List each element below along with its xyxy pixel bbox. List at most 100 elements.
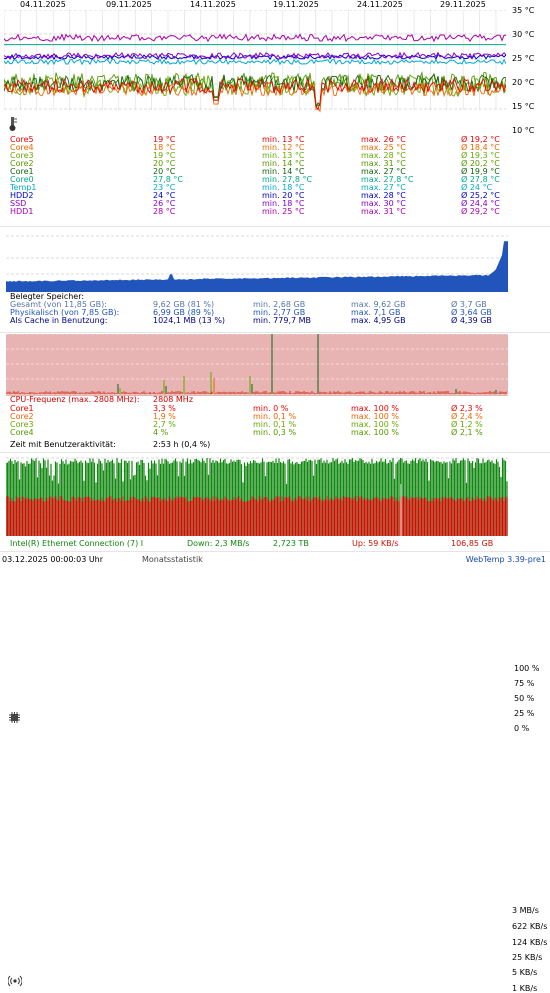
temp-avg: Ø 29,2 °C xyxy=(461,207,500,216)
cpu-row-core3: Core3 2,7 % min. 0,1 % max. 100 % Ø 1,2 % xyxy=(10,421,550,429)
temp-min: min. 20 °C xyxy=(262,191,305,200)
cpu-cur: 2,7 % xyxy=(153,420,176,429)
temp-name: HDD2 xyxy=(10,191,34,200)
cpu-max: max. 100 % xyxy=(351,428,399,437)
memory-table: Belegter Speicher: Gesamt (von 11,85 GB):… xyxy=(0,292,550,332)
temp-row-core1: Core1 20 °C min. 14 °C max. 27 °C Ø 19,9 °C xyxy=(10,168,550,176)
temp-avg: Ø 20,2 °C xyxy=(461,159,500,168)
cpu-name: Core1 xyxy=(10,404,34,413)
footer-mode: Monatsstatistik xyxy=(142,555,203,564)
network-y-label: 124 KB/s xyxy=(512,938,548,947)
temp-min: min. 18 °C xyxy=(262,183,305,192)
temp-cur: 18 °C xyxy=(153,143,176,152)
activity-row: Zeit mit Benutzeraktivität: 2:53 h (0,4 %… xyxy=(10,441,550,449)
memory-name: Physikalisch (von 7,85 GB): xyxy=(10,308,120,317)
memory-cur: 6,99 GB (89 %) xyxy=(153,308,215,317)
temp-row-hdd1: HDD1 28 °C min. 25 °C max. 31 °C Ø 29,2 °C xyxy=(10,208,550,216)
temperature-y-label: 15 °C xyxy=(512,102,535,111)
cpu-row-core1: Core1 3,3 % min. 0 % max. 100 % Ø 2,3 % xyxy=(10,405,550,413)
temp-avg: Ø 19,9 °C xyxy=(461,167,500,176)
temp-avg: Ø 19,3 °C xyxy=(461,151,500,160)
thermometer-icon xyxy=(8,116,18,132)
temp-name: Core3 xyxy=(10,151,34,160)
cpu-plot xyxy=(6,334,508,396)
temp-cur: 23 °C xyxy=(153,183,176,192)
network-y-label: 5 KB/s xyxy=(512,968,538,977)
temp-avg: Ø 24,4 °C xyxy=(461,199,500,208)
temp-avg: Ø 27,8 °C xyxy=(461,175,500,184)
memory-cur: 9,62 GB (81 %) xyxy=(153,300,215,309)
cpu-icon xyxy=(9,712,20,723)
memory-table-title: Belegter Speicher: xyxy=(10,292,85,301)
temp-name: Core1 xyxy=(10,167,34,176)
network-y-label: 25 KB/s xyxy=(512,953,543,962)
date-label: 09.11.2025 xyxy=(106,0,152,9)
activity-label: Zeit mit Benutzeraktivität: xyxy=(10,440,116,449)
temp-min: min. 27,8 °C xyxy=(262,175,313,184)
temp-cur: 26 °C xyxy=(153,199,176,208)
memory-min: min. 2,77 GB xyxy=(253,308,306,317)
cpu-y-label: 100 % xyxy=(514,664,540,673)
temp-max: max. 30 °C xyxy=(361,199,406,208)
memory-avg: Ø 3,64 GB xyxy=(451,308,492,317)
temp-max: max. 27,8 °C xyxy=(361,175,414,184)
temp-cur: 19 °C xyxy=(153,135,176,144)
memory-cur: 1024,1 MB (13 %) xyxy=(153,316,226,325)
temperature-plot xyxy=(4,10,506,130)
cpu-min: min. 0,1 % xyxy=(253,412,297,421)
wireless-icon xyxy=(7,974,23,988)
footer-version: WebTemp 3.39-pre1 xyxy=(465,555,546,564)
temp-max: max. 31 °C xyxy=(361,207,406,216)
temperature-y-label: 35 °C xyxy=(512,6,535,15)
network-chart: 3 MB/s 622 KB/s 124 KB/s 25 KB/s 5 KB/s 1 KB/… xyxy=(0,454,550,993)
temp-max: max. 27 °C xyxy=(361,183,406,192)
network-row: Intel(R) Ethernet Connection (7) I Down:… xyxy=(10,540,550,548)
temp-row-temp1: Temp1 23 °C min. 18 °C max. 27 °C Ø 24 °C xyxy=(10,184,550,192)
temp-max: max. 27 °C xyxy=(361,167,406,176)
temp-min: min. 12 °C xyxy=(262,143,305,152)
network-adapter-name: Intel(R) Ethernet Connection (7) I xyxy=(10,539,144,548)
network-down-rate: Down: 2,3 MB/s xyxy=(187,539,250,548)
cpu-name: Core4 xyxy=(10,428,34,437)
network-y-label: 1 KB/s xyxy=(512,984,538,993)
temp-name: Core2 xyxy=(10,159,34,168)
cpu-min: min. 0,3 % xyxy=(253,428,297,437)
temp-row-core5: Core5 19 °C min. 13 °C max. 26 °C Ø 19,2 °C xyxy=(10,136,550,144)
temp-cur: 24 °C xyxy=(153,191,176,200)
temp-name: Core5 xyxy=(10,135,34,144)
memory-name: Gesamt (von 11,85 GB): xyxy=(10,300,107,309)
cpu-avg: Ø 2,3 % xyxy=(451,404,483,413)
temp-name: Core4 xyxy=(10,143,34,152)
network-plot xyxy=(6,454,508,536)
date-label: 04.11.2025 xyxy=(20,0,66,9)
temp-max: max. 31 °C xyxy=(361,159,406,168)
temp-min: min. 14 °C xyxy=(262,159,305,168)
cpu-chart: 100 % 75 % 50 % 25 % 0 % xyxy=(0,334,550,733)
cpu-y-label: 0 % xyxy=(514,724,530,733)
cpu-y-label: 50 % xyxy=(514,694,535,703)
temperature-y-label: 30 °C xyxy=(512,30,535,39)
date-label: 19.11.2025 xyxy=(273,0,319,9)
memory-max: max. 9,62 GB xyxy=(351,300,406,309)
cpu-y-label: 25 % xyxy=(514,709,535,718)
memory-row: Als Cache in Benutzung: 1024,1 MB (13 %) m… xyxy=(10,317,550,325)
temp-avg: Ø 19,2 °C xyxy=(461,135,500,144)
cpu-max: max. 100 % xyxy=(351,404,399,413)
temperature-y-label: 25 °C xyxy=(512,54,535,63)
memory-min: min. 779,7 MB xyxy=(253,316,312,325)
network-down-total: 2,723 TB xyxy=(273,539,309,548)
cpu-avg: Ø 2,1 % xyxy=(451,428,483,437)
memory-row: Physikalisch (von 7,85 GB): 6,99 GB (89 %… xyxy=(10,309,550,317)
temp-min: min. 13 °C xyxy=(262,151,305,160)
memory-avg: Ø 3,7 GB xyxy=(451,300,487,309)
temp-min: min. 18 °C xyxy=(262,199,305,208)
temp-cur: 20 °C xyxy=(153,159,176,168)
network-up-total: 106,85 GB xyxy=(451,539,494,548)
temp-max: max. 25 °C xyxy=(361,143,406,152)
date-label: 24.11.2025 xyxy=(357,0,403,9)
temp-max: max. 28 °C xyxy=(361,191,406,200)
network-y-label: 3 MB/s xyxy=(512,906,539,915)
date-axis: 04.11.2025 09.11.2025 14.11.2025 19.11.2025… xyxy=(0,0,508,10)
temp-avg: Ø 25,2 °C xyxy=(461,191,500,200)
temp-row-core0: Core0 27,8 °C min. 27,8 °C max. 27,8 °C Ø 27… xyxy=(10,176,550,184)
